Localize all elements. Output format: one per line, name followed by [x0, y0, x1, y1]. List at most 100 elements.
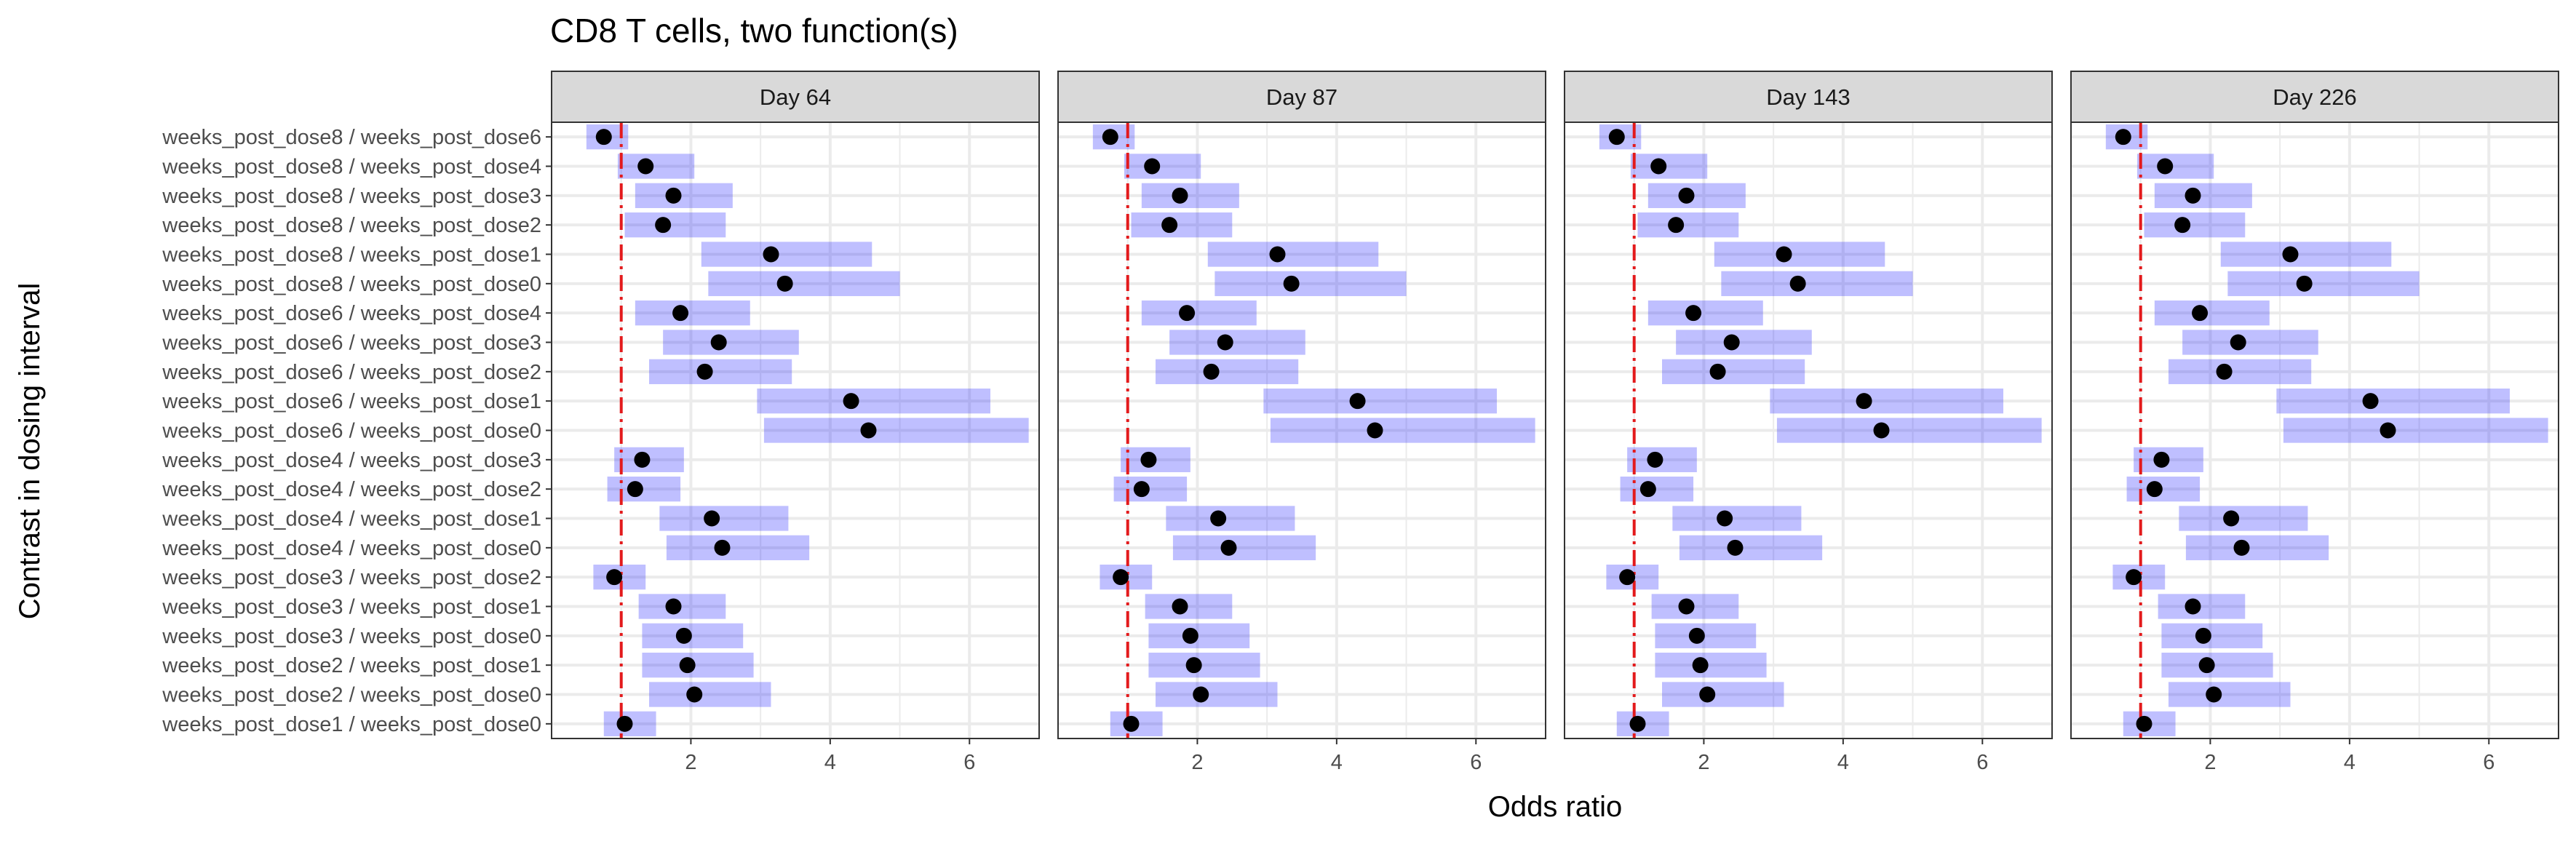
interval-bar: [1662, 359, 1805, 384]
interval-bar: [649, 682, 771, 707]
interval-bar: [2154, 300, 2270, 326]
interval-bar: [1776, 418, 2042, 443]
point-estimate: [1217, 334, 1233, 351]
x-tick-label: 4: [1331, 751, 1343, 774]
point-estimate: [1179, 305, 1196, 322]
point-estimate: [1650, 158, 1667, 175]
point-estimate: [1873, 422, 1890, 439]
y-tick-label: weeks_post_dose4 / weeks_post_dose0: [162, 537, 541, 560]
point-estimate: [1133, 481, 1150, 498]
interval-bar: [1270, 418, 1535, 443]
point-estimate: [1678, 598, 1695, 615]
point-estimate: [860, 422, 877, 439]
point-estimate: [1269, 246, 1286, 263]
point-estimate: [2115, 129, 2131, 146]
point-estimate: [1349, 393, 1366, 410]
interval-bar: [708, 271, 900, 296]
point-estimate: [2126, 569, 2142, 586]
interval-bar: [638, 594, 726, 619]
point-estimate: [1193, 686, 1209, 703]
y-tick-label: weeks_post_dose3 / weeks_post_dose2: [162, 566, 541, 589]
x-tick-label: 4: [2344, 751, 2356, 774]
point-estimate: [1699, 686, 1716, 703]
interval-bar: [2283, 418, 2548, 443]
point-estimate: [763, 246, 779, 263]
category-labels: weeks_post_dose8 / weeks_post_dose6weeks…: [162, 126, 552, 736]
y-tick-label: weeks_post_dose8 / weeks_post_dose3: [162, 185, 541, 208]
interval-bar: [1263, 389, 1497, 414]
point-estimate: [2195, 627, 2211, 644]
interval-bar: [1714, 242, 1885, 267]
x-tick-label: 6: [1976, 751, 1988, 774]
panel: Day 64 2 4 6: [551, 71, 1040, 774]
interval-bar: [1156, 682, 1278, 707]
point-estimate: [1203, 363, 1220, 380]
point-estimate: [2282, 246, 2299, 263]
y-tick-label: weeks_post_dose6 / weeks_post_dose0: [162, 420, 541, 443]
point-estimate: [1283, 275, 1300, 292]
point-estimate: [2206, 686, 2222, 703]
interval-bar: [1620, 477, 1694, 502]
point-estimate: [843, 393, 859, 410]
point-estimate: [1210, 510, 1227, 527]
point-estimate: [665, 187, 682, 204]
interval-bar: [642, 623, 744, 648]
point-estimate: [1776, 246, 1792, 263]
y-tick-label: weeks_post_dose8 / weeks_post_dose6: [162, 126, 541, 149]
panels-layer: Day 64 2 4 6 Day 87 2 4 6 Day 143 2 4 6 Day 226 2 4 6: [551, 71, 2559, 774]
facet-label: Day 143: [1766, 84, 1850, 110]
interval-bar: [635, 183, 733, 208]
x-tick-label: 4: [824, 751, 836, 774]
y-tick-label: weeks_post_dose4 / weeks_post_dose1: [162, 508, 541, 531]
interval-bar: [624, 212, 726, 238]
point-estimate: [665, 598, 682, 615]
point-estimate: [2223, 510, 2240, 527]
interval-bar: [635, 300, 750, 326]
point-estimate: [686, 686, 703, 703]
point-estimate: [2146, 481, 2163, 498]
point-estimate: [1647, 451, 1663, 468]
y-tick-label: weeks_post_dose3 / weeks_post_dose1: [162, 596, 541, 619]
interval-bar: [1124, 154, 1201, 179]
interval-bar: [2276, 389, 2510, 414]
interval-bar: [2136, 154, 2214, 179]
interval-bar: [1679, 535, 1823, 560]
point-estimate: [627, 481, 643, 498]
point-estimate: [1220, 539, 1237, 556]
interval-bar: [2161, 623, 2263, 648]
point-estimate: [616, 715, 633, 732]
y-tick-label: weeks_post_dose3 / weeks_post_dose0: [162, 625, 541, 648]
point-estimate: [1692, 657, 1709, 674]
facet-strip: [1564, 71, 2053, 123]
point-estimate: [2185, 598, 2201, 615]
interval-bar: [1148, 653, 1260, 678]
point-estimate: [1172, 598, 1188, 615]
point-estimate: [2230, 334, 2246, 351]
point-estimate: [606, 569, 623, 586]
point-estimate: [595, 129, 612, 146]
y-tick-label: weeks_post_dose8 / weeks_post_dose1: [162, 244, 541, 267]
interval-bar: [1172, 535, 1316, 560]
interval-bar: [1721, 271, 1913, 296]
point-estimate: [634, 451, 651, 468]
interval-bar: [663, 330, 799, 355]
facet-strip: [1057, 71, 1546, 123]
interval-bar: [2182, 330, 2318, 355]
x-tick-label: 2: [685, 751, 696, 774]
point-estimate: [1113, 569, 1129, 586]
point-estimate: [696, 363, 713, 380]
point-estimate: [2380, 422, 2396, 439]
interval-bar: [1672, 506, 1802, 531]
point-estimate: [675, 627, 692, 644]
y-tick-label: weeks_post_dose6 / weeks_post_dose1: [162, 390, 541, 413]
point-estimate: [1102, 129, 1118, 146]
point-estimate: [1185, 657, 1202, 674]
point-estimate: [1161, 217, 1178, 234]
interval-bar: [1655, 653, 1767, 678]
y-tick-label: weeks_post_dose4 / weeks_post_dose2: [162, 478, 541, 501]
interval-bar: [1647, 183, 1746, 208]
x-tick-label: 4: [1837, 751, 1849, 774]
point-estimate: [2362, 393, 2379, 410]
interval-bar: [1647, 300, 1763, 326]
x-tick-label: 6: [963, 751, 975, 774]
